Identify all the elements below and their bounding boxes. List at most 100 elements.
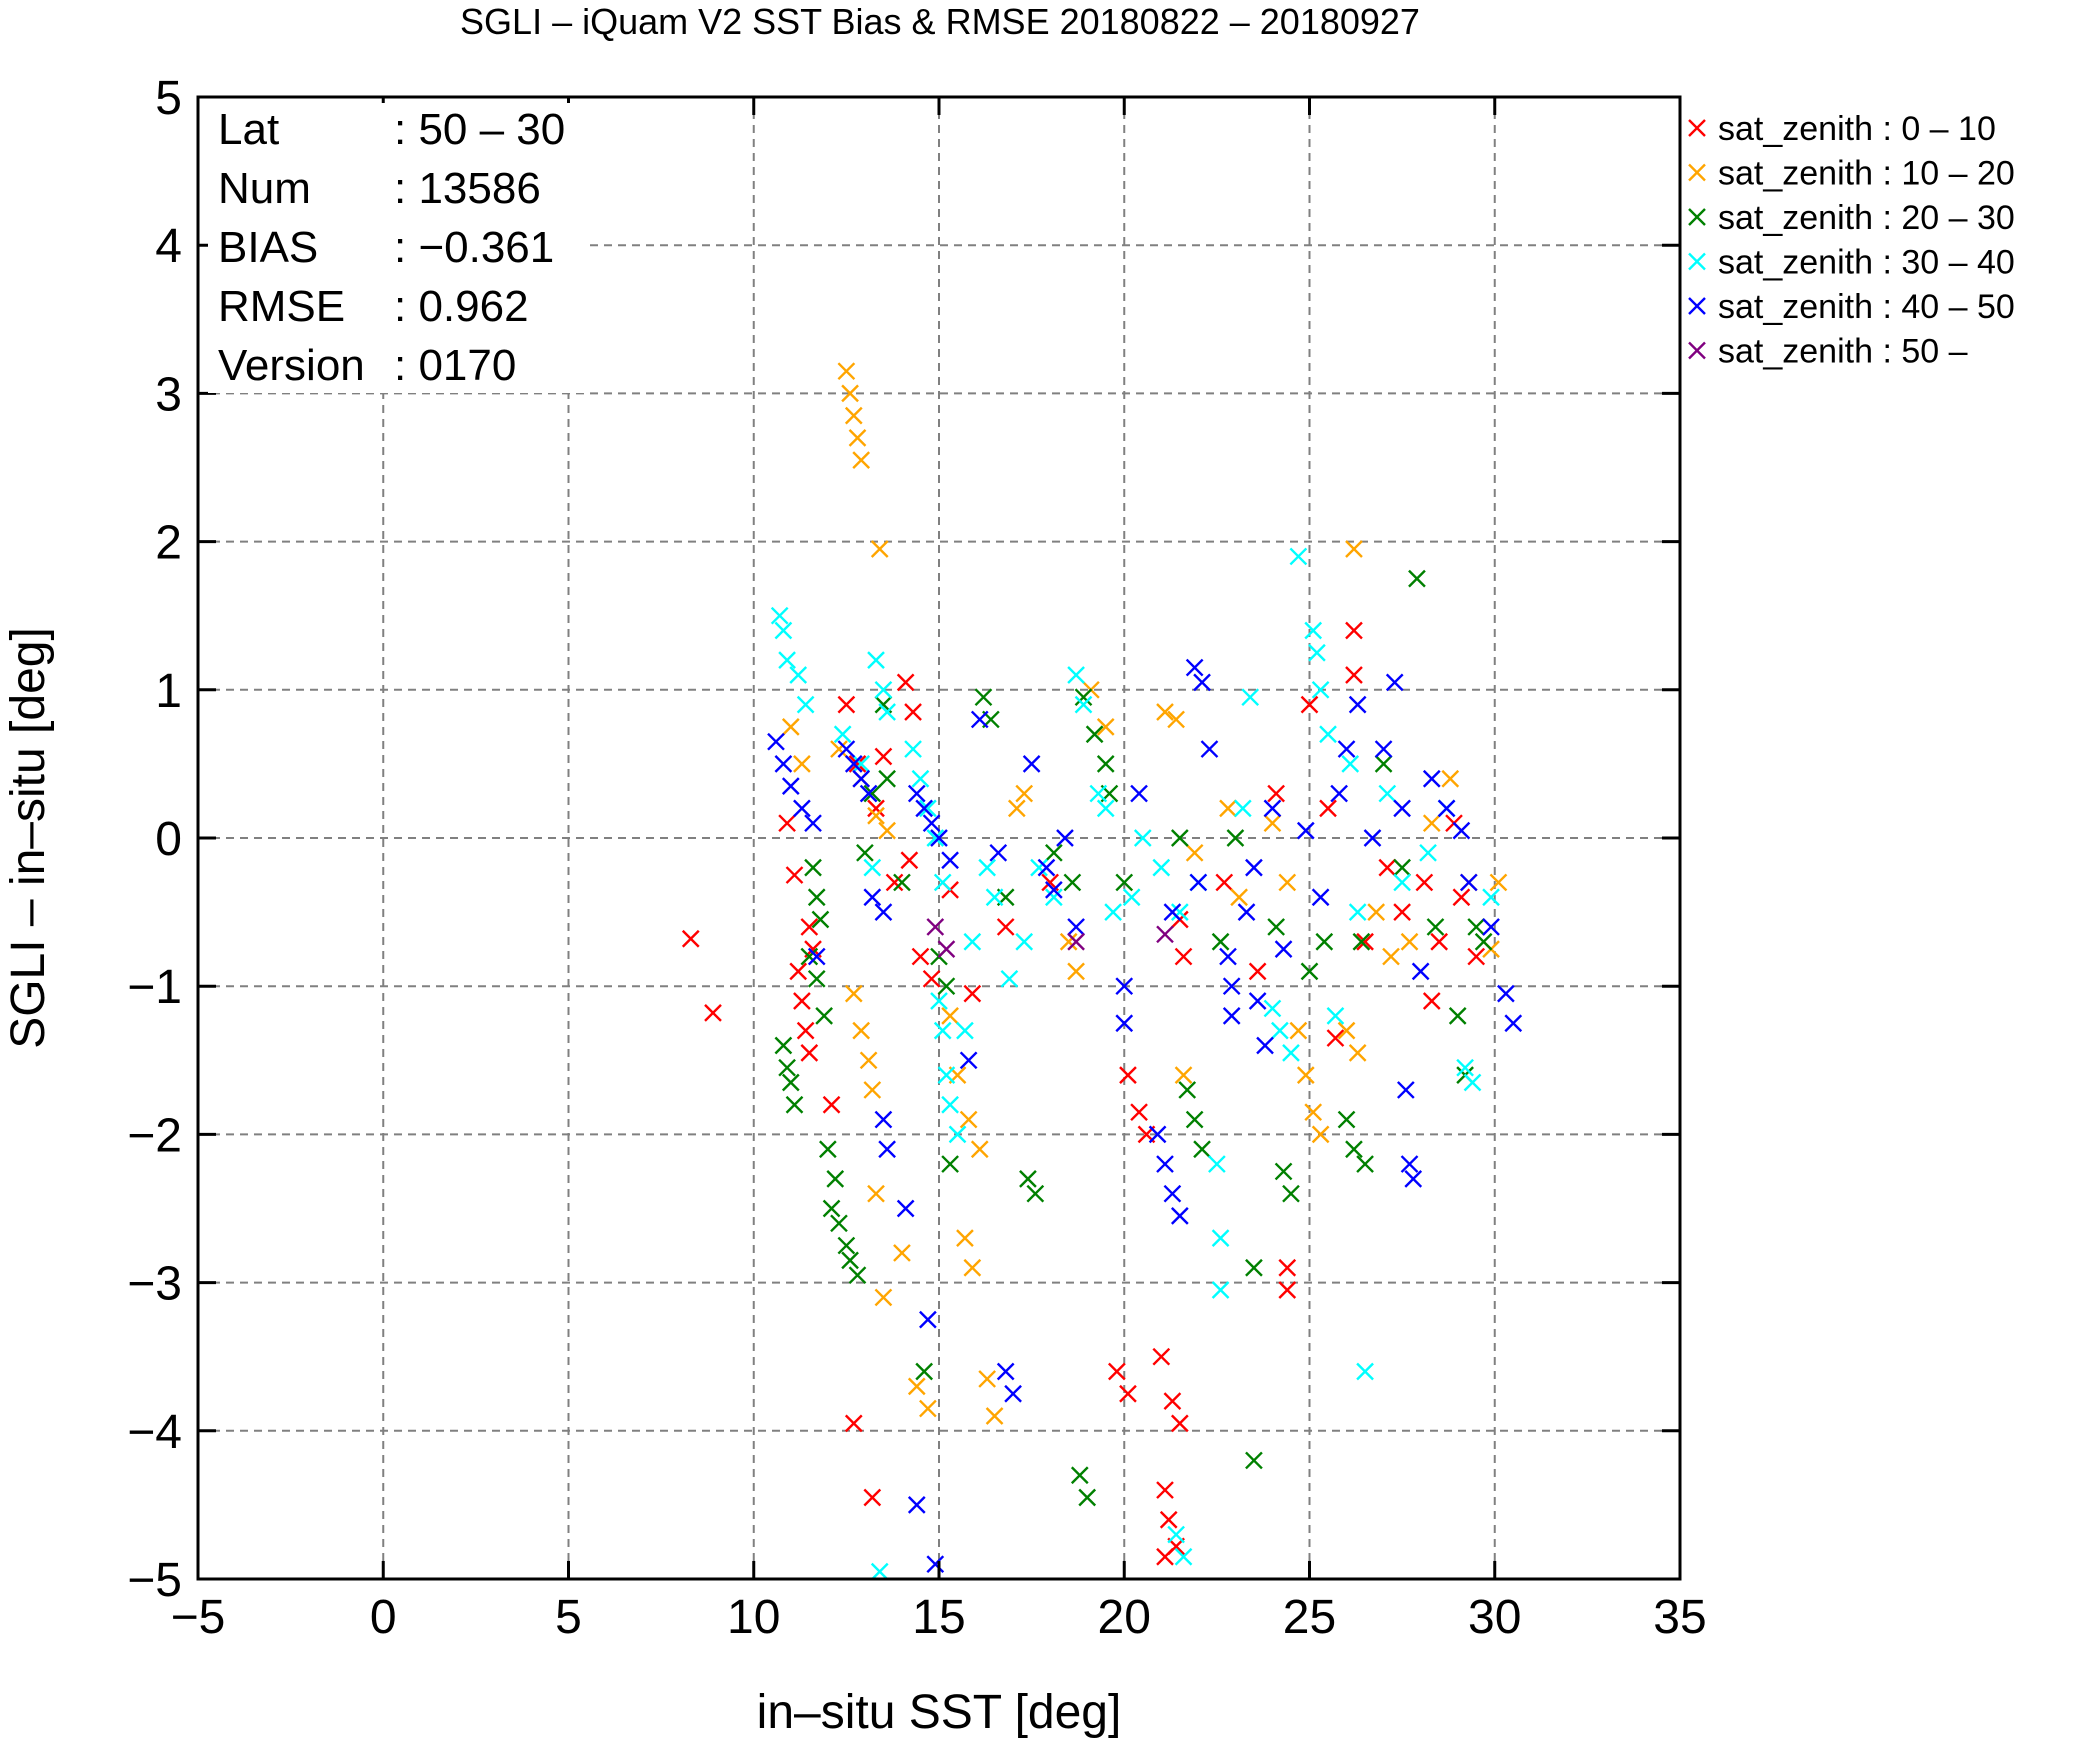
data-point <box>1000 969 1019 988</box>
y-tick-label: 4 <box>155 220 182 273</box>
data-point <box>1156 1481 1174 1499</box>
data-point <box>926 918 945 936</box>
y-tick-label: −5 <box>127 1554 182 1607</box>
data-point <box>848 429 867 447</box>
stats-box-background <box>208 103 390 393</box>
data-point <box>1208 1155 1226 1173</box>
data-point <box>1045 888 1063 907</box>
data-point <box>963 932 982 951</box>
stats-box-background <box>388 103 588 393</box>
data-point <box>1107 1362 1126 1381</box>
data-point <box>867 651 885 670</box>
data-point <box>1226 829 1245 847</box>
data-point <box>1248 962 1267 981</box>
data-point <box>774 621 793 640</box>
data-point <box>793 992 811 1010</box>
data-point <box>1319 799 1337 818</box>
data-point <box>1211 1281 1230 1299</box>
data-point <box>781 777 800 795</box>
data-point <box>1430 932 1449 951</box>
data-point <box>1419 843 1437 862</box>
data-point <box>1174 1547 1193 1566</box>
data-point <box>704 1004 722 1022</box>
data-point <box>774 1036 793 1055</box>
data-point <box>848 1266 867 1285</box>
data-point <box>1422 769 1441 788</box>
data-point <box>878 703 896 721</box>
data-point <box>937 940 956 958</box>
data-point <box>789 962 808 981</box>
y-tick-label: 0 <box>155 813 182 866</box>
data-point <box>874 680 893 699</box>
data-point <box>1178 1081 1197 1099</box>
data-point <box>1170 1207 1189 1225</box>
data-point <box>867 806 885 825</box>
data-point <box>1119 1066 1137 1084</box>
data-point <box>1367 903 1386 921</box>
data-point <box>1452 821 1471 840</box>
data-point <box>774 755 793 773</box>
data-point <box>841 384 859 403</box>
data-point <box>1378 858 1397 877</box>
data-point <box>1363 829 1382 847</box>
data-point <box>1278 1281 1297 1299</box>
data-point <box>1422 814 1441 833</box>
data-point <box>848 755 867 773</box>
data-point <box>1096 799 1115 818</box>
data-point <box>804 814 822 833</box>
data-point <box>1245 858 1263 877</box>
grid <box>198 97 1680 1579</box>
data-point <box>1437 799 1456 818</box>
data-point <box>852 1021 871 1040</box>
stat-label: BIAS <box>218 223 318 272</box>
data-point <box>844 984 863 1003</box>
data-point <box>863 1081 882 1099</box>
data-point <box>1174 947 1193 966</box>
data-point <box>1211 932 1230 951</box>
data-point <box>1326 1029 1345 1047</box>
data-point <box>948 1125 967 1144</box>
data-point <box>1167 710 1185 729</box>
data-point <box>793 755 811 773</box>
data-point <box>1408 569 1426 588</box>
data-point <box>1404 1170 1423 1188</box>
data-point <box>1400 932 1419 951</box>
data-point <box>822 1199 841 1218</box>
data-point <box>926 1555 945 1574</box>
data-point <box>1067 918 1085 936</box>
data-point <box>1096 755 1115 773</box>
data-point <box>1170 903 1189 921</box>
data-point <box>841 1251 859 1270</box>
stat-value: : 13586 <box>394 164 541 213</box>
chart-title: SGLI – iQuam V2 SST Bias & RMSE 20180822… <box>460 1 1420 42</box>
data-point <box>1156 925 1174 944</box>
data-point <box>1504 1014 1523 1033</box>
y-tick-label: −2 <box>127 1109 182 1162</box>
data-point <box>1304 1103 1323 1122</box>
data-point <box>1022 755 1041 773</box>
data-point <box>937 977 956 996</box>
axis-ticks: −5 0 5 10 15 20 25 30 35 −5 −4 −3 −2 −1 0 1 2 3 4 5 <box>127 72 1706 1644</box>
y-tick-label: 3 <box>155 368 182 421</box>
data-point <box>1045 843 1063 862</box>
data-point <box>785 1095 804 1114</box>
points <box>681 362 1523 1581</box>
data-point <box>1482 888 1500 907</box>
data-point <box>1222 1006 1241 1025</box>
data-point <box>1059 932 1078 951</box>
data-point <box>1426 918 1445 936</box>
data-point <box>830 740 848 758</box>
legend-label: sat_zenith : 10 – 20 <box>1718 155 2015 193</box>
data-point <box>874 747 893 766</box>
data-point <box>996 918 1015 936</box>
legend-marker <box>1688 297 1706 315</box>
data-point <box>1037 858 1056 877</box>
data-point <box>1163 1184 1182 1203</box>
data-point <box>956 1021 974 1040</box>
data-point <box>985 1407 1004 1425</box>
data-point <box>852 769 871 788</box>
stat-value: : 0170 <box>394 341 516 390</box>
data-point <box>1319 725 1337 744</box>
data-point <box>1300 962 1319 981</box>
data-point <box>1219 947 1237 966</box>
